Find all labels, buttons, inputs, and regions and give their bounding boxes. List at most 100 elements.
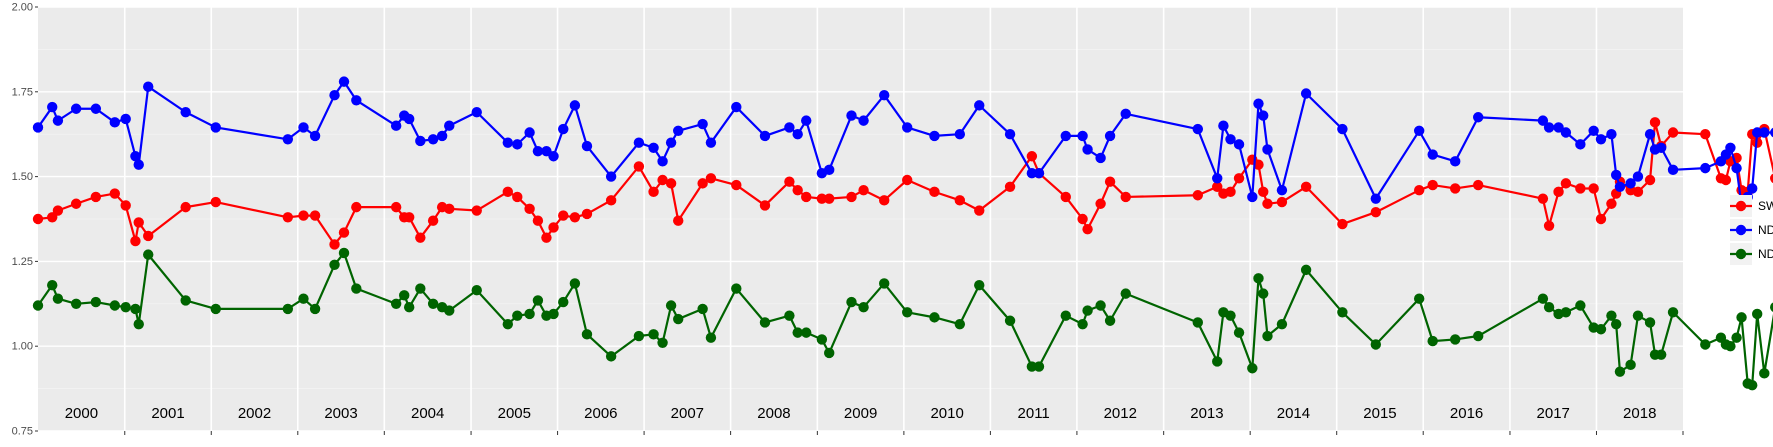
data-point bbox=[1644, 129, 1656, 140]
data-point bbox=[1192, 123, 1204, 135]
data-point bbox=[1300, 264, 1312, 276]
series-ndvi bbox=[32, 76, 1773, 211]
data-point bbox=[143, 249, 154, 260]
data-point bbox=[1473, 330, 1484, 342]
data-point bbox=[338, 227, 350, 238]
data-point bbox=[657, 156, 668, 167]
y-axis: 0.75 1.00 1.25 1.50 1.75 2.00 bbox=[12, 2, 1684, 438]
data-point bbox=[298, 122, 309, 133]
data-point bbox=[309, 303, 321, 315]
data-point bbox=[1413, 125, 1425, 137]
legend-item-ndwi: NDWI bbox=[1730, 243, 1773, 265]
data-point bbox=[1560, 307, 1572, 318]
data-point bbox=[1262, 330, 1273, 342]
data-point bbox=[1104, 315, 1116, 326]
data-point bbox=[1427, 149, 1438, 160]
y-tick-label: 2.00 bbox=[12, 2, 33, 14]
data-point bbox=[32, 213, 44, 225]
data-point bbox=[633, 330, 645, 342]
data-point bbox=[858, 184, 869, 196]
data-point bbox=[351, 95, 362, 106]
data-point bbox=[90, 296, 102, 308]
data-point bbox=[1610, 318, 1622, 330]
y-tick-label: 1.50 bbox=[12, 171, 33, 183]
data-point bbox=[1370, 193, 1382, 204]
data-point bbox=[1077, 318, 1088, 330]
data-point bbox=[130, 151, 141, 162]
data-point bbox=[1033, 168, 1045, 179]
data-point bbox=[403, 212, 415, 223]
year-label: 2003 bbox=[324, 405, 357, 422]
data-point bbox=[816, 193, 828, 204]
data-point bbox=[1595, 213, 1607, 225]
data-point bbox=[824, 193, 835, 204]
data-point bbox=[605, 171, 617, 182]
data-point bbox=[673, 125, 684, 137]
data-point bbox=[801, 191, 812, 203]
data-point bbox=[784, 310, 795, 321]
data-point bbox=[427, 298, 439, 309]
data-point bbox=[1427, 335, 1438, 347]
data-point bbox=[1770, 173, 1773, 184]
data-point bbox=[1632, 186, 1644, 198]
data-point bbox=[1233, 327, 1245, 338]
data-point bbox=[1262, 144, 1273, 155]
data-point bbox=[502, 318, 513, 330]
legend-key-point bbox=[1735, 248, 1747, 260]
data-point bbox=[929, 186, 940, 198]
data-point bbox=[120, 113, 131, 125]
data-point bbox=[784, 176, 795, 187]
data-point bbox=[143, 81, 154, 92]
data-point bbox=[846, 296, 857, 308]
data-point bbox=[541, 232, 552, 243]
data-point bbox=[759, 317, 771, 328]
data-point bbox=[210, 196, 221, 208]
data-point bbox=[1450, 156, 1461, 167]
data-point bbox=[1751, 127, 1763, 138]
data-point bbox=[282, 212, 294, 223]
data-point bbox=[1736, 312, 1747, 323]
series-swir bbox=[32, 117, 1773, 250]
data-point bbox=[1595, 324, 1607, 335]
data-point bbox=[1560, 127, 1572, 138]
data-point bbox=[1258, 186, 1269, 198]
data-point bbox=[1625, 359, 1636, 371]
data-point bbox=[90, 191, 102, 203]
data-point bbox=[282, 134, 294, 145]
data-point bbox=[879, 278, 890, 289]
data-point bbox=[954, 195, 966, 206]
data-point bbox=[1253, 98, 1264, 109]
data-point bbox=[705, 332, 717, 343]
data-point bbox=[1104, 176, 1116, 187]
data-point bbox=[1473, 112, 1484, 123]
data-point bbox=[524, 203, 535, 215]
data-point bbox=[1770, 127, 1773, 138]
data-point bbox=[633, 137, 645, 148]
data-point bbox=[130, 235, 141, 247]
data-point bbox=[1537, 115, 1549, 126]
data-point bbox=[109, 300, 121, 311]
year-label: 2011 bbox=[1018, 405, 1050, 422]
data-point bbox=[1632, 310, 1644, 321]
data-point bbox=[1095, 152, 1106, 164]
data-point bbox=[705, 137, 717, 148]
data-point bbox=[444, 203, 455, 215]
data-point bbox=[1700, 339, 1711, 350]
data-point bbox=[801, 115, 812, 126]
data-point bbox=[569, 100, 581, 111]
data-point bbox=[1649, 117, 1661, 128]
data-point bbox=[1212, 356, 1223, 367]
data-point bbox=[902, 174, 913, 186]
data-point bbox=[665, 178, 677, 189]
data-point bbox=[581, 208, 593, 220]
data-point bbox=[673, 215, 684, 226]
data-point bbox=[974, 205, 985, 216]
data-point bbox=[759, 200, 771, 211]
legend-label: SWIR bbox=[1758, 199, 1773, 213]
data-point bbox=[444, 305, 455, 316]
data-point bbox=[1614, 366, 1626, 377]
data-point bbox=[1610, 169, 1622, 181]
data-point bbox=[90, 103, 102, 114]
data-point bbox=[329, 89, 340, 101]
data-point bbox=[605, 351, 617, 362]
